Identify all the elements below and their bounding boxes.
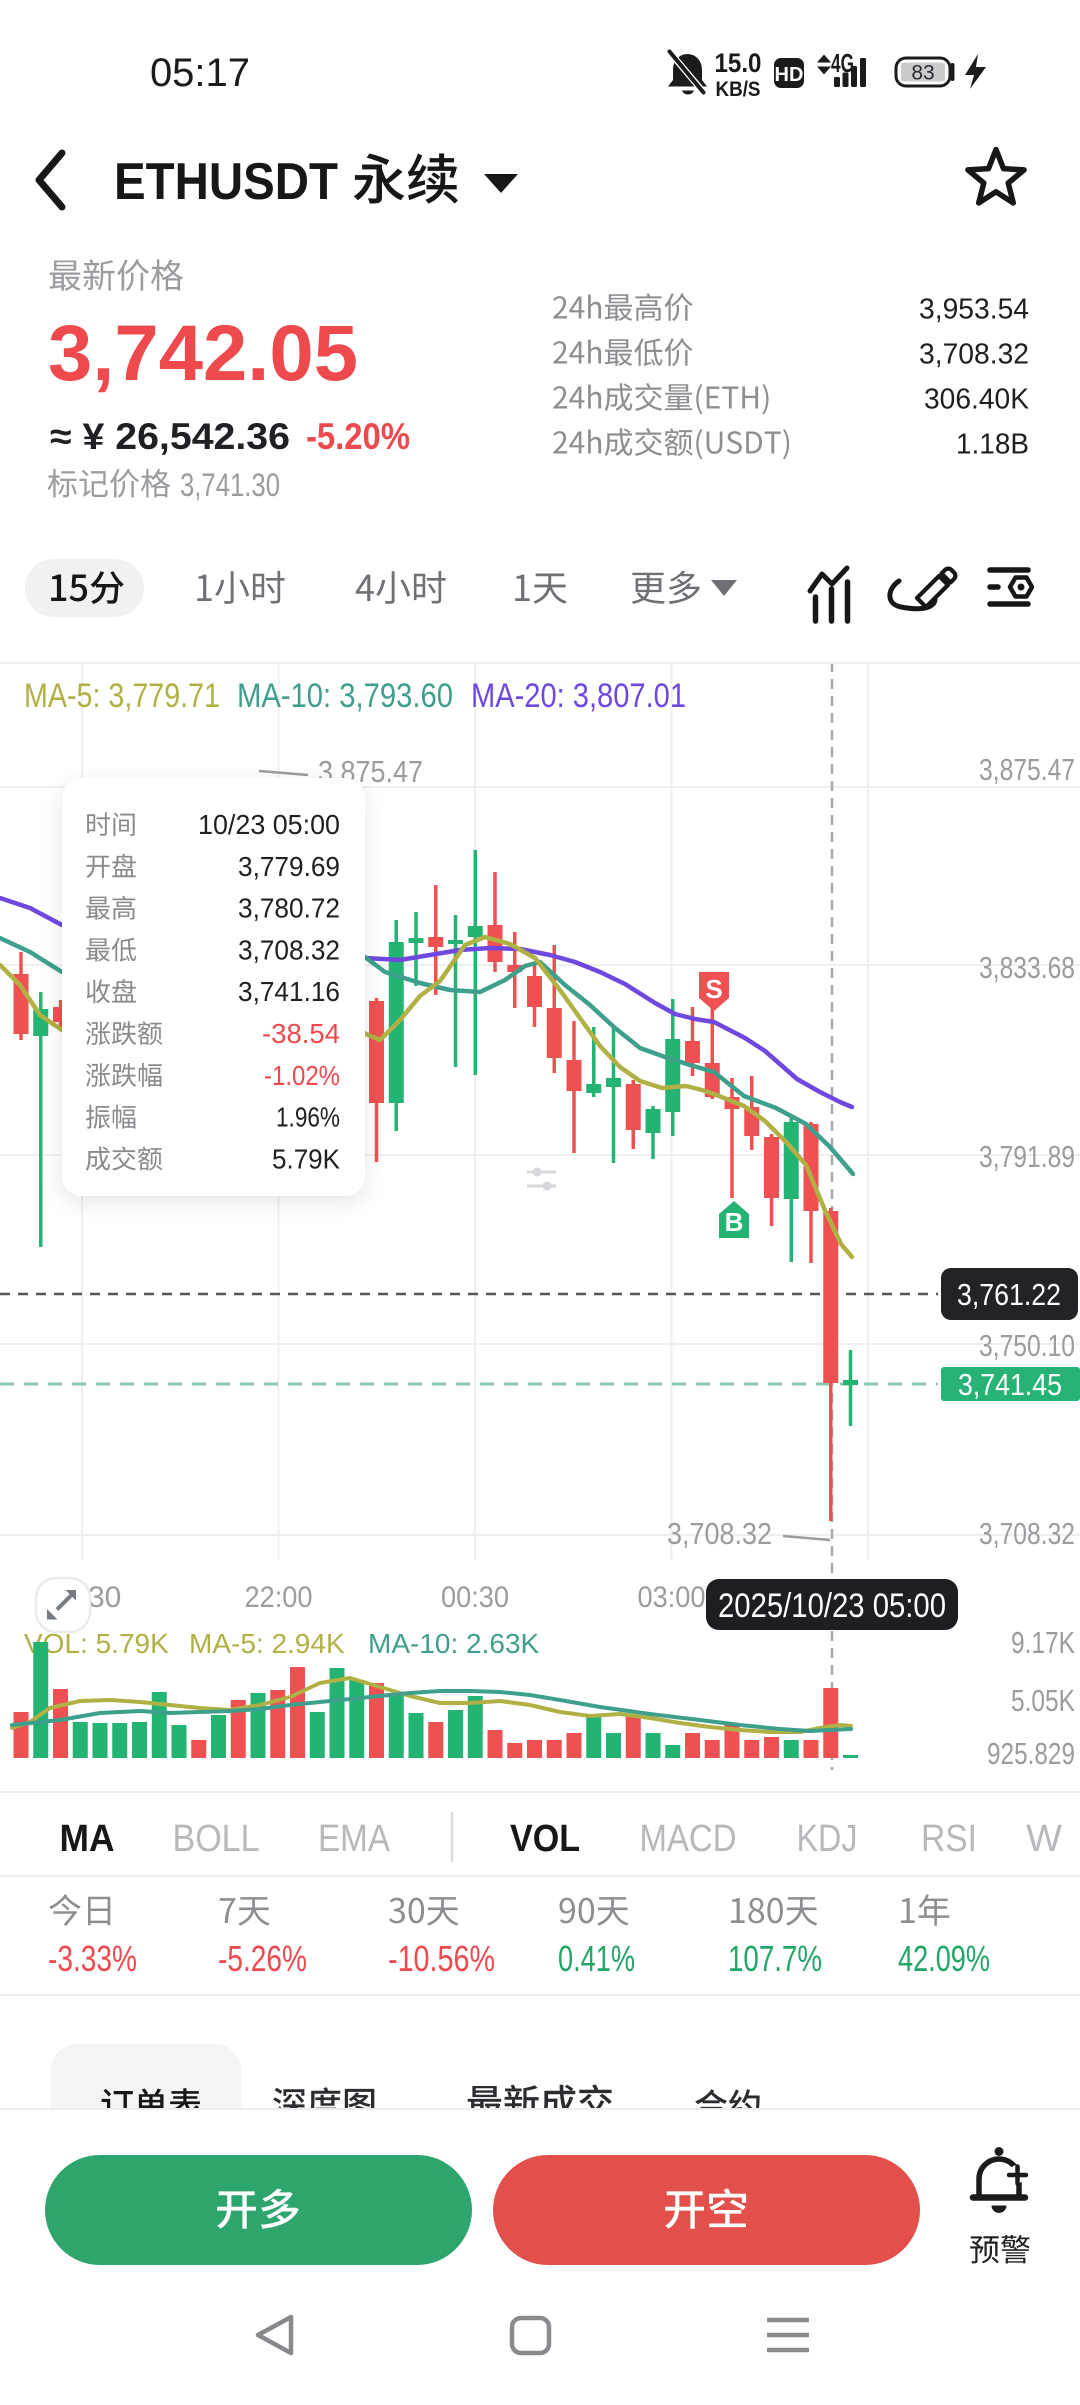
- svg-text:3,708.32: 3,708.32: [979, 1516, 1075, 1551]
- svg-text:3,761.22: 3,761.22: [957, 1277, 1061, 1312]
- svg-text:KDJ: KDJ: [797, 1818, 858, 1860]
- svg-text:3,708.32: 3,708.32: [238, 934, 340, 965]
- svg-text:5.05K: 5.05K: [1011, 1683, 1075, 1718]
- svg-text:3,875.47: 3,875.47: [979, 752, 1075, 787]
- svg-text:1.18B: 1.18B: [956, 429, 1029, 461]
- svg-text:3,779.69: 3,779.69: [238, 851, 340, 882]
- svg-text:925.829: 925.829: [987, 1736, 1075, 1771]
- svg-text:MACD: MACD: [640, 1818, 737, 1860]
- svg-text:03:00: 03:00: [638, 1581, 706, 1614]
- svg-text:EMA: EMA: [318, 1818, 391, 1860]
- svg-text:0.41%: 0.41%: [558, 1938, 635, 1979]
- svg-text:3,741.45: 3,741.45: [958, 1367, 1062, 1402]
- svg-text:2025/10/23 05:00: 2025/10/23 05:00: [718, 1587, 946, 1625]
- svg-text:4G: 4G: [831, 48, 854, 78]
- svg-text:00:30: 00:30: [441, 1581, 509, 1614]
- svg-text:30: 30: [88, 1581, 121, 1614]
- svg-text:MA-10: 2.63K: MA-10: 2.63K: [368, 1628, 540, 1659]
- svg-text:MA-5: 2.94K: MA-5: 2.94K: [189, 1628, 345, 1659]
- svg-text:3,750.10: 3,750.10: [979, 1328, 1075, 1363]
- svg-text:1.96%: 1.96%: [276, 1102, 340, 1133]
- svg-text:15.0: 15.0: [715, 48, 762, 78]
- svg-text:-5.20%: -5.20%: [306, 416, 410, 457]
- svg-text:3,741.16: 3,741.16: [238, 976, 340, 1007]
- svg-text:3,791.89: 3,791.89: [979, 1139, 1075, 1174]
- svg-text:05:17: 05:17: [150, 51, 250, 95]
- svg-text:ETHUSDT: ETHUSDT: [114, 153, 338, 211]
- svg-text:RSI: RSI: [921, 1818, 977, 1860]
- svg-text:MA-20: 3,807.01: MA-20: 3,807.01: [471, 677, 686, 715]
- svg-text:3,742.05: 3,742.05: [48, 308, 358, 397]
- svg-text:S: S: [705, 974, 722, 1004]
- svg-text:-3.33%: -3.33%: [48, 1938, 137, 1979]
- svg-text:-1.02%: -1.02%: [264, 1060, 340, 1091]
- svg-text:3,708.32: 3,708.32: [919, 339, 1029, 371]
- svg-text:VOL: VOL: [510, 1818, 580, 1860]
- svg-text:HD: HD: [775, 64, 804, 86]
- svg-text:3,833.68: 3,833.68: [979, 950, 1075, 985]
- svg-text:42.09%: 42.09%: [898, 1938, 990, 1979]
- svg-text:W: W: [1026, 1818, 1062, 1860]
- svg-text:-5.26%: -5.26%: [218, 1938, 307, 1979]
- svg-text:B: B: [725, 1207, 744, 1237]
- svg-text:BOLL: BOLL: [173, 1818, 260, 1860]
- svg-text:10/23 05:00: 10/23 05:00: [198, 809, 340, 840]
- svg-text:-38.54: -38.54: [262, 1018, 340, 1049]
- svg-text:3,708.32: 3,708.32: [667, 1516, 772, 1551]
- svg-text:306.40K: 306.40K: [924, 384, 1030, 416]
- svg-text:22:00: 22:00: [245, 1581, 313, 1614]
- svg-text:107.7%: 107.7%: [728, 1938, 822, 1979]
- svg-text:9.17K: 9.17K: [1011, 1625, 1075, 1660]
- svg-text:MA-10: 3,793.60: MA-10: 3,793.60: [237, 677, 453, 715]
- svg-text:KB/S: KB/S: [716, 78, 761, 101]
- svg-text:≈ ¥ 26,542.36: ≈ ¥ 26,542.36: [50, 416, 290, 457]
- svg-text:-10.56%: -10.56%: [388, 1938, 495, 1979]
- svg-text:3,780.72: 3,780.72: [238, 893, 340, 924]
- svg-text:83: 83: [911, 62, 934, 85]
- svg-text:3,953.54: 3,953.54: [919, 294, 1029, 326]
- svg-text:MA: MA: [60, 1818, 115, 1860]
- svg-text:3,741.30: 3,741.30: [180, 467, 280, 503]
- svg-text:MA-5: 3,779.71: MA-5: 3,779.71: [24, 677, 220, 715]
- svg-text:5.79K: 5.79K: [272, 1143, 340, 1174]
